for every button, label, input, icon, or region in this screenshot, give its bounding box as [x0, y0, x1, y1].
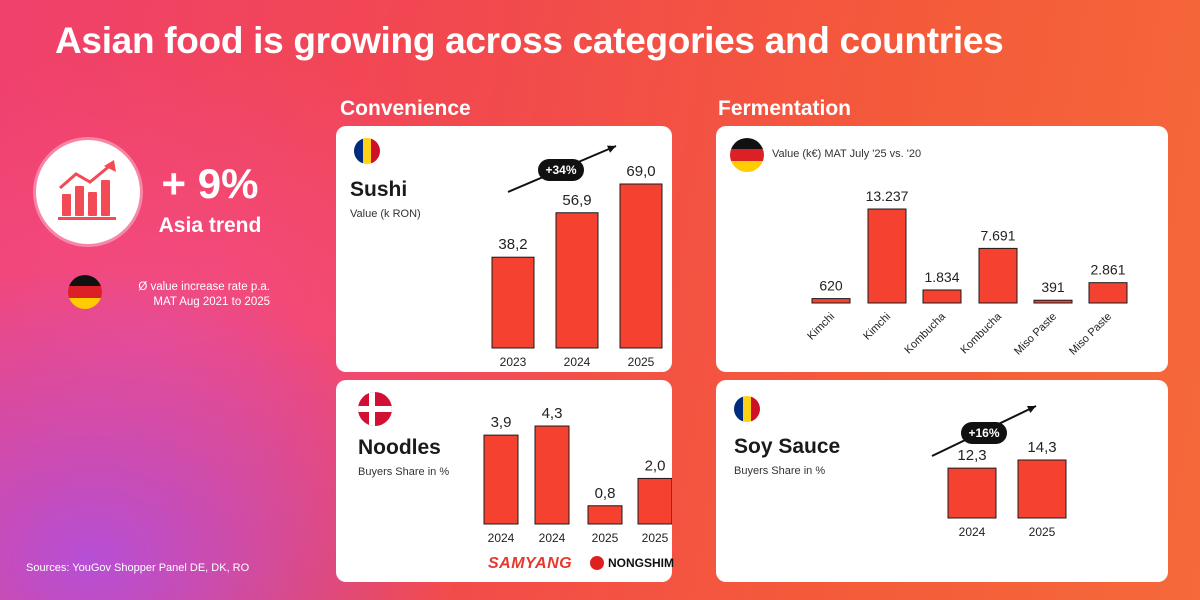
soysauce-data-label: 12,3 [957, 447, 986, 464]
sushi-trend-arrowhead [607, 145, 616, 153]
noodles-data-label: 3,9 [491, 414, 512, 431]
soysauce-tick-label: 2024 [959, 525, 986, 539]
fermentation-data-label: 1.834 [924, 269, 959, 285]
soysauce-chart: 12,3 2024 14,3 2025 +16% [931, 405, 1067, 539]
noodles-bar [534, 425, 570, 525]
fermentation-chart: 620 Kimchi 13.237 Kimchi 1.834 Kombucha 7.691 K… [805, 188, 1128, 358]
soysauce-bar [1017, 459, 1067, 519]
sushi-title: Sushi [350, 178, 408, 201]
nongshim-logo: NONGSHIM [590, 556, 674, 570]
section-fermentation: Fermentation [718, 97, 852, 120]
fermentation-bar [867, 208, 907, 304]
fermentation-bar [1033, 299, 1073, 304]
trend-label: Asia trend [158, 214, 262, 237]
noodles-bar [587, 505, 623, 525]
soysauce-subtitle: Buyers Share in % [734, 465, 826, 477]
fermentation-tick-label: Kimchi [805, 311, 837, 343]
section-convenience: Convenience [340, 97, 471, 120]
sushi-data-label: 56,9 [562, 192, 591, 209]
soysauce-bar [947, 467, 997, 519]
sources-note: Sources: YouGov Shopper Panel DE, DK, RO [26, 562, 250, 574]
trend-note-line1: Ø value increase rate p.a. [138, 281, 270, 293]
page-title: Asian food is growing across categories … [55, 20, 1004, 61]
noodles-title: Noodles [358, 436, 441, 459]
soysauce-trend-arrowhead [1027, 405, 1036, 414]
fermentation-tick-label: Miso Paste [1067, 311, 1114, 358]
trend-note-line2: MAT Aug 2021 to 2025 [153, 296, 270, 308]
noodles-chart: 3,9 2024 4,3 2024 0,8 2025 2,0 2025 [483, 405, 672, 545]
fermentation-bar [811, 298, 851, 304]
sushi-data-label: 38,2 [498, 236, 527, 253]
noodles-data-label: 4,3 [542, 405, 563, 422]
fermentation-tick-label: Kombucha [902, 310, 948, 356]
trend-value: + 9% [161, 160, 259, 207]
soysauce-trend-label: +16% [968, 426, 999, 440]
soysauce-card: Soy Sauce Buyers Share in % 12,3 2024 14,3… [716, 380, 1168, 582]
sushi-data-label: 69,0 [626, 163, 655, 180]
fermentation-bar [922, 289, 962, 304]
fermentation-tick-label: Miso Paste [1012, 311, 1059, 358]
sushi-trend-label: +34% [545, 163, 576, 177]
romania-flag-icon [734, 396, 760, 422]
fermentation-bar [1088, 282, 1128, 304]
soysauce-data-label: 14,3 [1027, 439, 1056, 456]
germany-flag-icon [730, 138, 764, 172]
sushi-subtitle: Value (k RON) [350, 208, 421, 220]
sushi-chart: 38,2 2023 56,9 2024 69,0 2025 +34% [491, 145, 663, 369]
sushi-tick-label: 2023 [500, 355, 527, 369]
trend-badge [36, 140, 140, 244]
sushi-card: Sushi Value (k RON) 38,2 2023 56,9 2024 69,0… [336, 126, 672, 372]
fermentation-subtitle: Value (k€) MAT July '25 vs. '20 [772, 148, 922, 160]
growth-chart-icon [58, 160, 116, 220]
sushi-bar [555, 212, 599, 349]
fermentation-data-label: 2.861 [1090, 262, 1125, 278]
sushi-tick-label: 2024 [564, 355, 591, 369]
noodles-card: Noodles Buyers Share in % 3,9 2024 4,3 2024… [336, 380, 672, 582]
fermentation-tick-label: Kombucha [958, 310, 1004, 356]
fermentation-data-label: 7.691 [980, 227, 1015, 243]
noodles-subtitle: Buyers Share in % [358, 466, 450, 478]
noodles-bar [637, 477, 672, 525]
soysauce-tick-label: 2025 [1029, 525, 1056, 539]
sushi-trend-badge [538, 159, 584, 181]
fermentation-data-label: 620 [819, 278, 843, 294]
fermentation-tick-label: Kimchi [861, 311, 893, 343]
nongshim-logo-icon [590, 556, 604, 570]
samyang-logo: SAMYANG [488, 555, 573, 572]
noodles-data-label: 2,0 [645, 457, 666, 474]
denmark-flag-icon [358, 392, 392, 426]
sushi-bar [491, 256, 535, 349]
trend-note: Ø value increase rate p.a. MAT Aug 2021 … [112, 280, 270, 310]
noodles-tick-label: 2024 [488, 531, 515, 545]
sushi-bar [619, 183, 663, 349]
nongshim-logo-text: NONGSHIM [608, 556, 674, 570]
noodles-bar [483, 434, 519, 525]
noodles-tick-label: 2024 [539, 531, 566, 545]
romania-flag-icon [354, 138, 380, 164]
sushi-tick-label: 2025 [628, 355, 655, 369]
noodles-tick-label: 2025 [592, 531, 619, 545]
soysauce-trend-badge [961, 422, 1007, 444]
noodles-data-label: 0,8 [595, 485, 616, 502]
fermentation-data-label: 391 [1041, 279, 1065, 295]
fermentation-card: Value (k€) MAT July '25 vs. '20 620 Kimch… [716, 126, 1168, 372]
noodles-tick-label: 2025 [642, 531, 669, 545]
soysauce-title: Soy Sauce [734, 435, 841, 458]
fermentation-bar [978, 247, 1018, 304]
fermentation-data-label: 13.237 [866, 188, 909, 204]
germany-flag-icon [68, 275, 102, 309]
